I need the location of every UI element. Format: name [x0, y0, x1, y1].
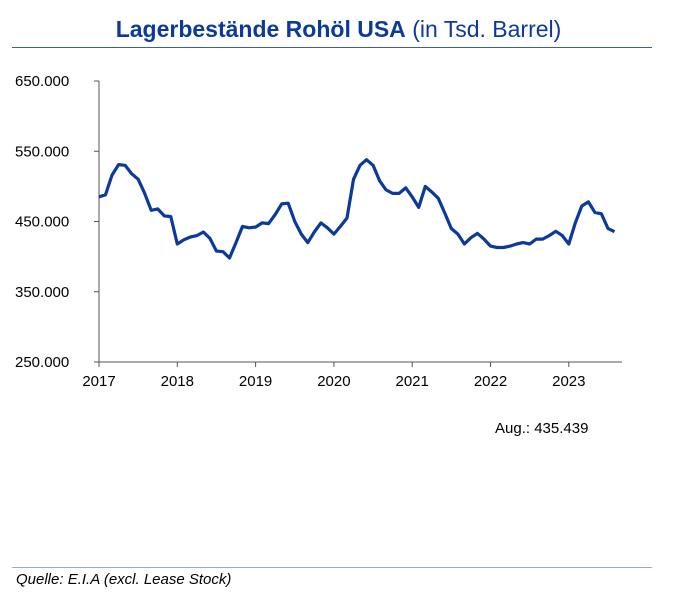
y-tick-label: 450.000: [15, 214, 69, 231]
y-tick-label: 550.000: [15, 143, 69, 160]
y-tick-label: 350.000: [15, 284, 69, 301]
x-tick-label: 2019: [239, 373, 272, 390]
x-tick-label: 2022: [474, 373, 507, 390]
x-tick-label: 2020: [317, 373, 350, 390]
footer-divider: [12, 567, 652, 568]
x-tick-label: 2018: [161, 373, 194, 390]
x-tick-label: 2021: [396, 373, 429, 390]
y-tick-label: 650.000: [15, 73, 69, 90]
chart-title: Lagerbestände Rohöl USA (in Tsd. Barrel): [115, 16, 562, 42]
x-tick-label: 2023: [552, 373, 585, 390]
source-note: Quelle: E.I.A (excl. Lease Stock): [16, 571, 232, 588]
y-tick-label: 250.000: [15, 354, 69, 371]
x-tick-label: 2017: [82, 373, 115, 390]
latest-value-annotation: Aug.: 435.439: [495, 420, 589, 437]
title-divider: [12, 47, 652, 48]
series-line: [98, 158, 616, 260]
